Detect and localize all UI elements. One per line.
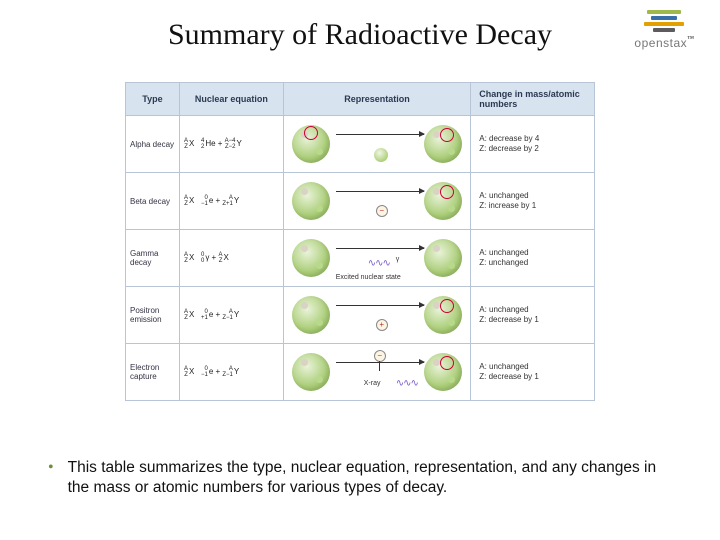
cell-type: Positron emission [126, 287, 180, 344]
header-change: Change in mass/atomic numbers [471, 83, 595, 116]
cell-representation: + [283, 287, 470, 344]
cell-equation: AZX 0−1e + AZ−1Y [179, 344, 283, 401]
cell-change: A: unchangedZ: decrease by 1 [471, 344, 595, 401]
table-header-row: Type Nuclear equation Representation Cha… [126, 83, 595, 116]
header-equation: Nuclear equation [179, 83, 283, 116]
table-row: Alpha decay AZX 42He + A−4Z−2Y A: decrea… [126, 116, 595, 173]
cell-equation: AZX 0+1e + AZ−1Y [179, 287, 283, 344]
cell-type: Gamma decay [126, 230, 180, 287]
cell-change: A: unchangedZ: increase by 1 [471, 173, 595, 230]
table-row: Beta decay AZX 0−1e + AZ+1Y − A: unchang… [126, 173, 595, 230]
table-row: Gamma decay AZX 00γ + AZX ∿∿∿γ Excited n… [126, 230, 595, 287]
cell-change: A: decrease by 4Z: decrease by 2 [471, 116, 595, 173]
table-row: Electron capture AZX 0−1e + AZ−1Y −∿∿∿ X… [126, 344, 595, 401]
header-type: Type [126, 83, 180, 116]
cell-type: Beta decay [126, 173, 180, 230]
bullet-icon: • [48, 458, 54, 477]
summary-bullet: • This table summarizes the type, nuclea… [48, 458, 678, 498]
cell-representation: −∿∿∿ X-ray [283, 344, 470, 401]
logo-bars [634, 10, 694, 32]
cell-representation: − [283, 173, 470, 230]
logo-text: openstax™ [634, 34, 694, 52]
cell-equation: AZX 00γ + AZX [179, 230, 283, 287]
decay-table-wrapper: Type Nuclear equation Representation Cha… [125, 82, 595, 401]
openstax-logo: openstax™ [634, 10, 694, 52]
decay-table: Type Nuclear equation Representation Cha… [125, 82, 595, 401]
cell-change: A: unchangedZ: decrease by 1 [471, 287, 595, 344]
bullet-text: This table summarizes the type, nuclear … [68, 458, 678, 498]
header-representation: Representation [283, 83, 470, 116]
page-title: Summary of Radioactive Decay [0, 18, 720, 52]
cell-equation: AZX 0−1e + AZ+1Y [179, 173, 283, 230]
table-row: Positron emission AZX 0+1e + AZ−1Y + A: … [126, 287, 595, 344]
cell-representation [283, 116, 470, 173]
cell-type: Alpha decay [126, 116, 180, 173]
cell-equation: AZX 42He + A−4Z−2Y [179, 116, 283, 173]
cell-change: A: unchangedZ: unchanged [471, 230, 595, 287]
cell-type: Electron capture [126, 344, 180, 401]
cell-representation: ∿∿∿γ Excited nuclear state [283, 230, 470, 287]
